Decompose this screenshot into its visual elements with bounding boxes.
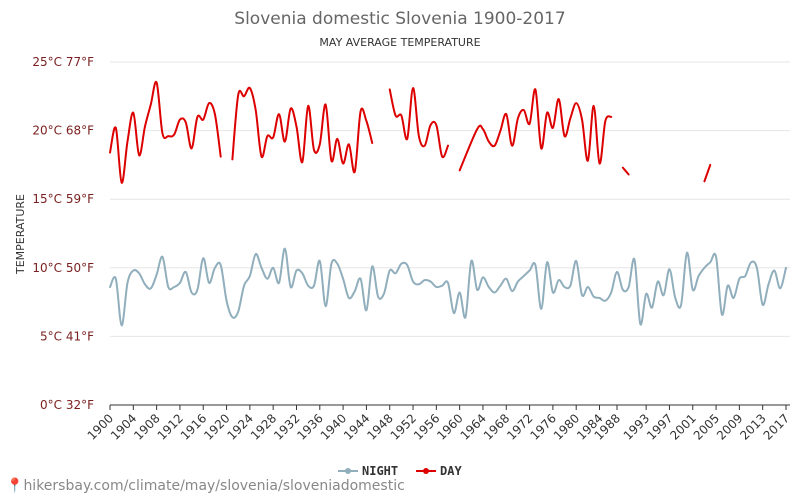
x-tick-label: 1948 (364, 411, 395, 442)
y-tick-label: 25°C 77°F (32, 55, 94, 69)
x-tick-label: 1916 (178, 411, 209, 442)
x-axis-ticks: 1900190419081912191619201924192819321936… (85, 405, 792, 443)
x-tick-label: 1972 (504, 411, 535, 442)
y-tick-label: 5°C 41°F (40, 329, 94, 343)
series-line-day (109, 80, 222, 184)
x-tick-label: 1944 (341, 411, 372, 442)
chart-title: Slovenia domestic Slovenia 1900-2017 (234, 9, 565, 29)
chart-subtitle: MAY AVERAGE TEMPERATURE (319, 36, 480, 49)
grid-lines (110, 61, 790, 406)
x-tick-label: 2017 (761, 411, 792, 442)
x-tick-label: 1932 (271, 411, 302, 442)
y-axis-ticks: 0°C 32°F 5°C 41°F 10°C 50°F 15°C 59°F 20°C 6… (32, 55, 94, 412)
footer-url[interactable]: hikersbay.com/climate/may/slovenia/slove… (23, 478, 405, 494)
y-tick-label: 20°C 68°F (32, 124, 94, 138)
x-tick-label: 1980 (551, 411, 582, 442)
x-tick-label: 1997 (644, 411, 675, 442)
legend-day-marker (423, 468, 429, 474)
x-tick-label: 2005 (691, 411, 722, 442)
legend[interactable]: NIGHT DAY (338, 464, 462, 478)
y-tick-label: 10°C 50°F (32, 261, 94, 275)
x-tick-label: 1964 (458, 411, 489, 442)
legend-item-night[interactable]: NIGHT (338, 464, 398, 478)
x-tick-label: 1924 (224, 411, 255, 442)
x-tick-label: 1904 (108, 411, 139, 442)
x-tick-label: 1908 (131, 411, 162, 442)
footer-link[interactable]: 📍hikersbay.com/climate/may/slovenia/slov… (6, 478, 405, 494)
x-tick-label: 2001 (667, 411, 698, 442)
y-axis-label: TEMPERATURE (14, 194, 27, 275)
series-line-day (388, 87, 449, 159)
x-tick-label: 1968 (481, 411, 512, 442)
y-tick-label: 15°C 59°F (32, 192, 94, 206)
legend-night-label: NIGHT (362, 464, 398, 478)
x-tick-label: 1920 (201, 411, 232, 442)
legend-day-label: DAY (440, 464, 462, 478)
x-tick-label: 1952 (388, 411, 419, 442)
legend-item-day[interactable]: DAY (416, 464, 462, 478)
x-tick-label: 1956 (411, 411, 442, 442)
x-tick-label: 1928 (248, 411, 279, 442)
series-lines (109, 80, 787, 327)
x-tick-label: 1993 (621, 411, 652, 442)
series-line-day (231, 86, 374, 174)
series-line-night (109, 247, 787, 327)
series-line-day (621, 166, 630, 176)
legend-night-marker (345, 468, 351, 474)
x-tick-label: 1940 (318, 411, 349, 442)
series-line-day (458, 88, 613, 172)
series-line-day (703, 163, 712, 183)
x-tick-label: 1900 (85, 411, 116, 442)
x-tick-label: 1960 (434, 411, 465, 442)
x-tick-label: 1912 (155, 411, 186, 442)
map-pin-icon: 📍 (6, 478, 24, 494)
x-tick-label: 1976 (528, 411, 559, 442)
x-tick-label: 2009 (714, 411, 745, 442)
y-tick-label: 0°C 32°F (40, 398, 94, 412)
x-tick-label: 2013 (737, 411, 768, 442)
x-tick-label: 1936 (294, 411, 325, 442)
